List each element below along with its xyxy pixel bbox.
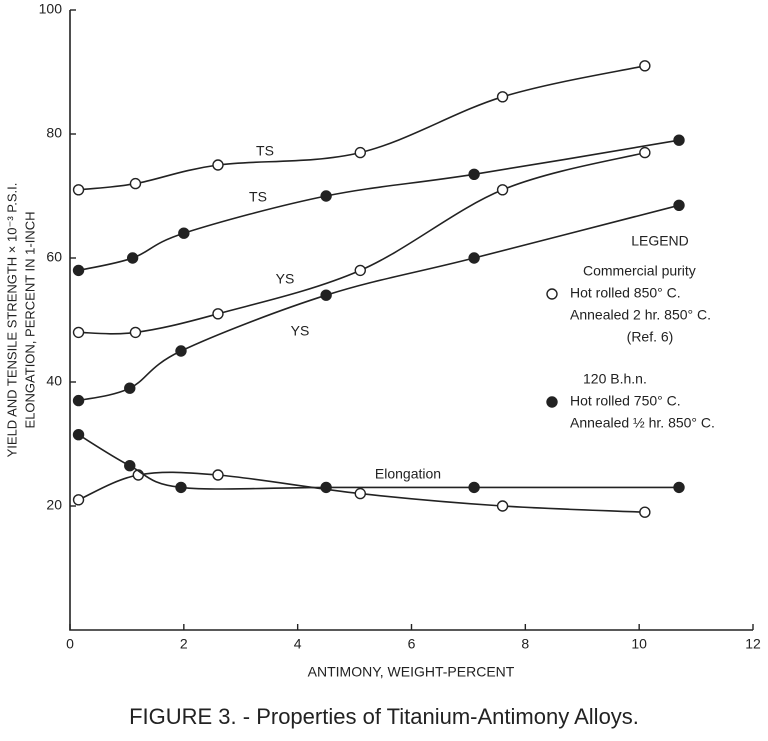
legend-text: Hot rolled 850° C. <box>570 285 681 301</box>
data-point <box>129 326 142 339</box>
legend-text: Hot rolled 750° C. <box>570 393 681 409</box>
data-point <box>673 199 685 212</box>
legend-text: 120 B.h.n. <box>583 371 647 387</box>
y-tick-label: 40 <box>46 373 62 389</box>
data-point <box>175 481 187 494</box>
fit-curve <box>78 139 680 272</box>
legend-text: Annealed ½ hr. 850° C. <box>570 415 715 431</box>
data-point <box>354 264 366 277</box>
x-tick-label: 4 <box>294 636 302 652</box>
data-point <box>72 264 85 277</box>
legend-title: LEGEND <box>631 233 689 249</box>
data-point <box>178 227 190 239</box>
fit-curve <box>78 151 646 335</box>
curve-label: YS <box>291 323 310 339</box>
data-point <box>124 382 136 394</box>
y-axis-label: ELONGATION, PERCENT IN 1-INCH <box>22 212 37 429</box>
data-point <box>72 184 85 196</box>
y-tick-label: 100 <box>39 1 63 17</box>
data-point <box>129 177 142 190</box>
data-point <box>212 469 224 481</box>
legend-text: Annealed 2 hr. 850° C. <box>570 307 711 323</box>
data-point <box>673 134 685 146</box>
data-point <box>468 481 480 494</box>
y-tick-label: 80 <box>46 125 62 141</box>
data-point <box>72 494 85 506</box>
y-tick-label: 60 <box>46 249 62 265</box>
x-tick-label: 0 <box>66 636 74 652</box>
curve-label: Elongation <box>375 466 441 482</box>
data-point <box>320 190 332 202</box>
legend-marker <box>546 396 558 408</box>
x-tick-label: 12 <box>745 636 761 652</box>
data-point <box>212 159 224 171</box>
data-point <box>72 394 85 407</box>
data-point <box>354 146 366 159</box>
data-point <box>354 487 366 500</box>
y-tick-label: 20 <box>46 497 62 513</box>
legend-marker <box>546 288 558 300</box>
x-tick-label: 8 <box>521 636 529 652</box>
data-point <box>124 460 136 472</box>
data-point <box>496 500 509 512</box>
curve-label: TS <box>256 143 274 159</box>
legend-text: (Ref. 6) <box>627 329 674 345</box>
x-tick-label: 10 <box>631 636 647 652</box>
caption: FIGURE 3. - Properties of Titanium-Antim… <box>129 704 639 729</box>
data-point <box>126 252 139 264</box>
data-point <box>468 168 480 181</box>
data-point <box>639 60 651 72</box>
data-point <box>72 326 85 339</box>
data-point <box>320 289 332 301</box>
data-point <box>639 506 651 518</box>
y-axis-label: YIELD AND TENSILE STRENGTH × 10⁻³ P.S.I. <box>4 183 19 458</box>
data-point <box>496 184 509 196</box>
x-tick-label: 2 <box>180 636 188 652</box>
legend-text: Commercial purity <box>583 263 696 279</box>
data-point <box>72 429 85 441</box>
curve-label: TS <box>249 189 267 205</box>
data-point <box>673 481 685 494</box>
data-point <box>320 481 332 494</box>
curve-label: YS <box>276 271 295 287</box>
x-tick-label: 6 <box>408 636 416 652</box>
data-point <box>175 345 187 357</box>
data-point <box>639 146 651 159</box>
data-point <box>468 252 480 264</box>
data-point <box>496 91 509 103</box>
data-point <box>212 308 224 320</box>
x-axis-label: ANTIMONY, WEIGHT-PERCENT <box>308 664 515 680</box>
